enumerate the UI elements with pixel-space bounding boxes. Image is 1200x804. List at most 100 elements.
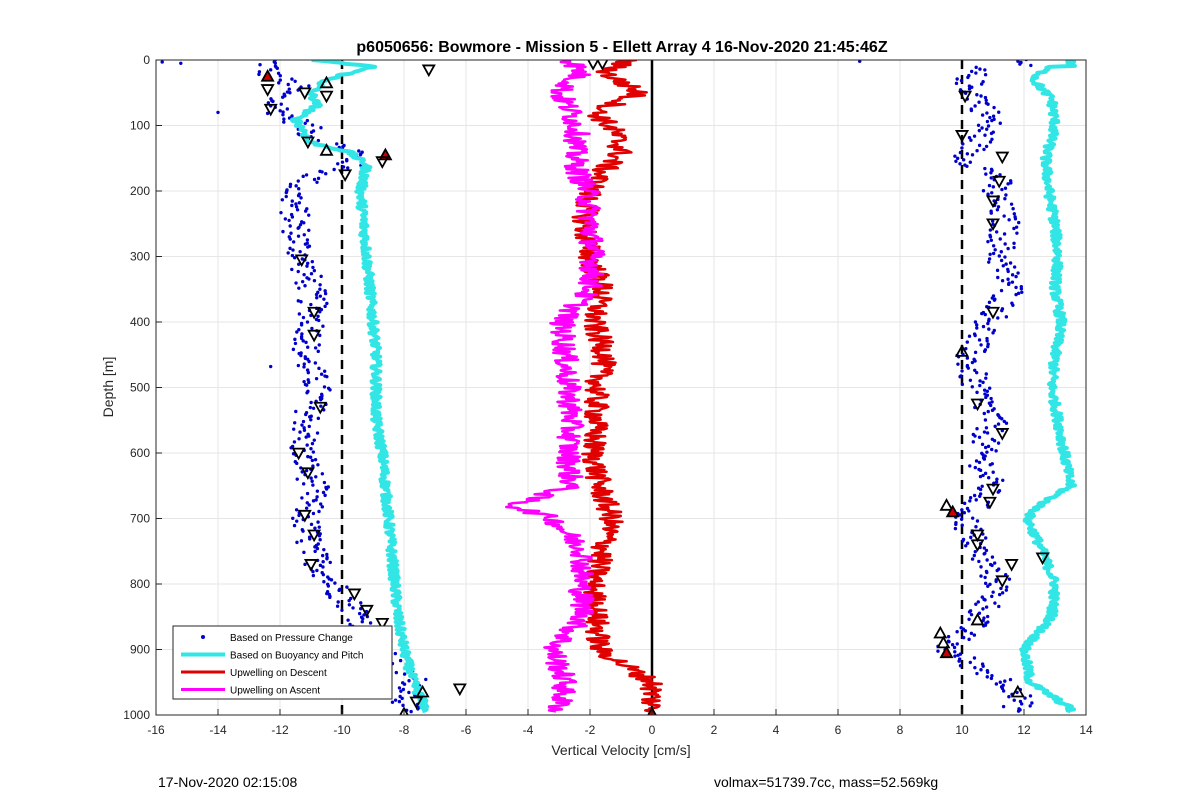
pressure-point-0 — [393, 698, 398, 702]
pressure-point-0 — [302, 233, 306, 237]
up-triangle-marker-4 — [415, 684, 430, 698]
pressure-point-0 — [288, 237, 292, 241]
pressure-point-0 — [283, 217, 288, 221]
pressure-point-1 — [955, 156, 960, 161]
pressure-point-1 — [970, 557, 975, 561]
pressure-point-0 — [276, 71, 281, 76]
pressure-point-0 — [301, 315, 306, 320]
pressure-point-1 — [1016, 709, 1021, 713]
pressure-point-0 — [279, 210, 283, 215]
pressure-point-1 — [970, 516, 975, 520]
pressure-point-1 — [1014, 292, 1018, 297]
pressure-point-0 — [368, 621, 373, 625]
pressure-point-1 — [961, 539, 965, 543]
pressure-point-1 — [970, 385, 974, 389]
pressure-point-1 — [958, 375, 962, 379]
pressure-point-1 — [997, 110, 1001, 114]
pressure-point-1 — [981, 473, 985, 478]
pressure-point-1 — [990, 400, 994, 404]
pressure-point-1 — [985, 558, 989, 562]
pressure-point-0 — [278, 74, 282, 78]
pressure-point-1 — [973, 434, 977, 438]
pressure-point-0 — [282, 117, 286, 121]
pressure-point-1 — [996, 422, 1001, 426]
pressure-point-1 — [983, 312, 987, 317]
pressure-point-0 — [287, 218, 291, 223]
pressure-point-1 — [979, 565, 983, 569]
y-tick-label-5: 500 — [130, 381, 150, 395]
pressure-point-1 — [979, 668, 983, 672]
pressure-point-0 — [400, 696, 404, 701]
pressure-point-0 — [299, 336, 304, 341]
pressure-point-0 — [309, 418, 313, 422]
pressure-point-0 — [341, 145, 345, 149]
pressure-point-0 — [304, 435, 308, 439]
pressure-point-0 — [298, 430, 302, 434]
pressure-point-1 — [965, 340, 969, 344]
pressure-point-0 — [316, 520, 320, 524]
pressure-point-0 — [290, 215, 295, 219]
pressure-point-0 — [315, 296, 319, 300]
pressure-point-1 — [985, 389, 990, 393]
pressure-point-0 — [297, 286, 301, 290]
pressure-point-1 — [1012, 265, 1017, 269]
pressure-point-1 — [990, 555, 995, 559]
up-triangle-marker-0 — [260, 69, 275, 82]
pressure-point-1 — [998, 173, 1002, 177]
pressure-point-1 — [983, 166, 987, 171]
pressure-point-0 — [290, 77, 294, 81]
pressure-point-0 — [291, 240, 296, 244]
pressure-point-0 — [393, 651, 398, 656]
pressure-point-1 — [983, 575, 987, 580]
pressure-point-1 — [984, 98, 988, 102]
pressure-point-0 — [315, 568, 319, 573]
pressure-point-0 — [317, 509, 321, 514]
pressure-point-1 — [1020, 290, 1024, 294]
pressure-point-0 — [311, 464, 315, 468]
down-triangle-marker-18 — [359, 604, 374, 618]
pressure-point-0 — [317, 366, 321, 371]
pressure-point-0 — [290, 203, 294, 208]
pressure-point-0 — [258, 62, 262, 67]
pressure-point-0 — [291, 248, 295, 252]
pressure-point-0 — [399, 689, 403, 693]
pressure-point-0 — [296, 226, 300, 230]
pressure-point-1 — [980, 126, 984, 130]
pressure-point-0 — [300, 279, 305, 284]
pressure-point-0 — [284, 190, 288, 195]
pressure-point-0 — [323, 291, 328, 296]
pressure-point-0 — [311, 483, 315, 487]
pressure-point-1 — [1002, 232, 1007, 236]
pressure-point-0 — [302, 362, 306, 366]
up-triangle-marker-1 — [319, 75, 334, 89]
down-triangle-marker-39 — [1004, 559, 1019, 572]
pressure-point-1 — [995, 268, 1000, 273]
pressure-point-1 — [998, 680, 1002, 684]
down-triangle-marker-2 — [297, 87, 312, 101]
pressure-point-1 — [984, 395, 988, 400]
pressure-point-0 — [288, 91, 292, 95]
series-line-1-0 — [289, 60, 430, 714]
pressure-point-1 — [962, 501, 967, 506]
pressure-point-0 — [302, 221, 306, 225]
pressure-point-0 — [321, 565, 325, 569]
pressure-point-1 — [986, 102, 990, 106]
pressure-point-1 — [1012, 226, 1016, 231]
pressure-point-0 — [328, 595, 332, 600]
pressure-point-1 — [984, 144, 989, 149]
pressure-point-0 — [402, 682, 407, 686]
pressure-point-1 — [1009, 202, 1014, 206]
pressure-point-0 — [309, 400, 313, 405]
pressure-point-1 — [990, 219, 995, 223]
up-triangle-marker-13 — [970, 612, 985, 626]
pressure-point-0 — [357, 611, 362, 616]
x-tick-label-15: 14 — [1079, 723, 1093, 737]
pressure-point-0 — [293, 337, 297, 342]
pressure-point-1 — [1001, 704, 1006, 709]
pressure-point-0 — [305, 320, 310, 324]
y-axis-label: Depth [m] — [100, 357, 116, 418]
pressure-point-0 — [284, 194, 288, 199]
pressure-point-1 — [985, 675, 989, 679]
pressure-point-0 — [307, 228, 311, 232]
down-triangle-marker-5 — [300, 136, 315, 150]
